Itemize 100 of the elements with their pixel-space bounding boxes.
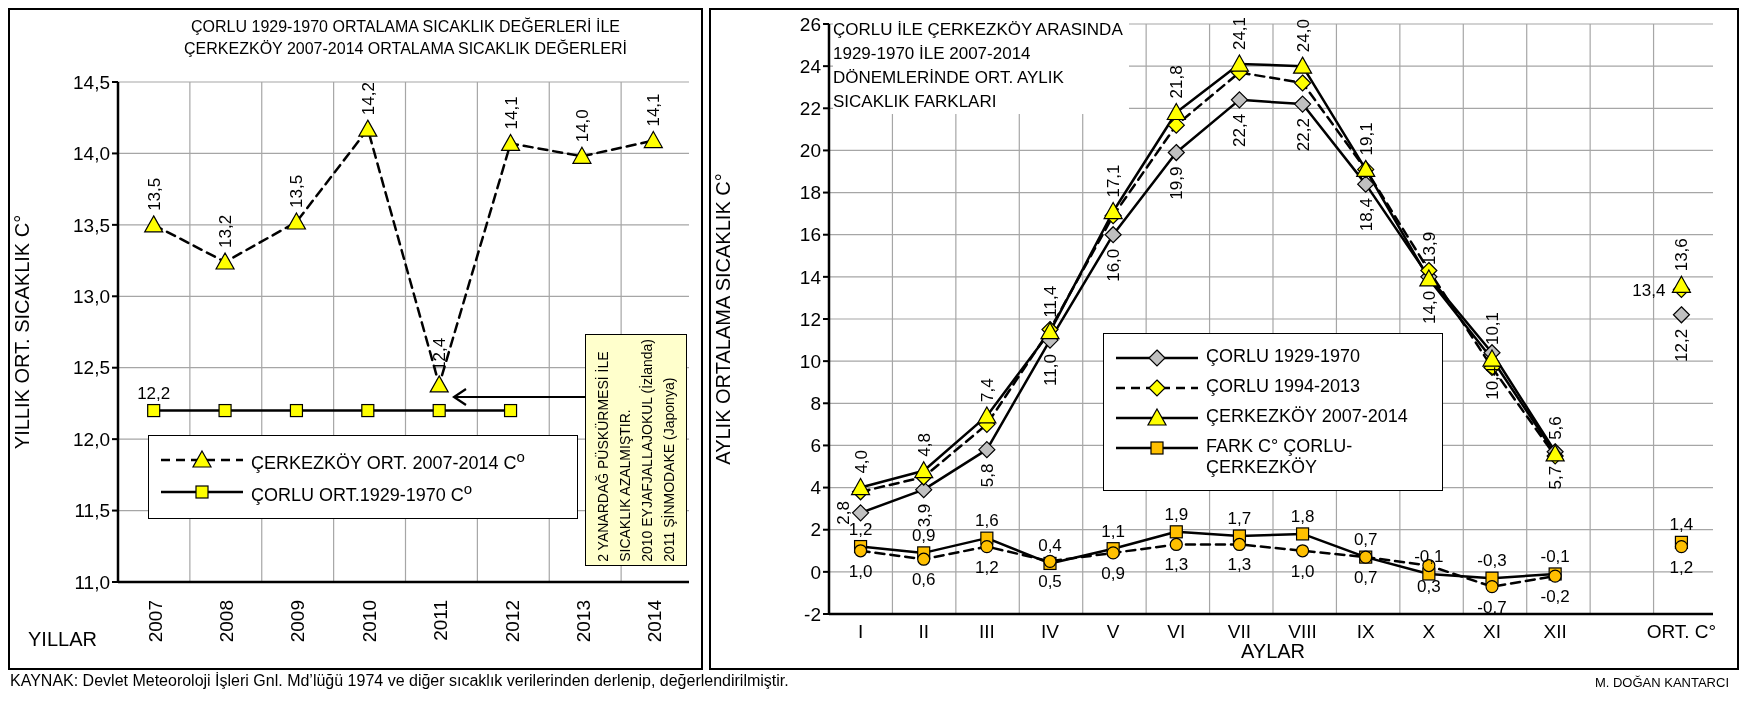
data-label: -0,3 [1477,551,1507,571]
y-axis-title: YILLIK ORT. SICAKLIK C° [11,214,34,450]
y-tick-label: 6 [810,435,821,457]
legend-label: ÇORLU 1994-2013 [1206,375,1361,397]
x-axis-title: AYLAR [1240,640,1306,662]
data-label: 13,2 [216,214,236,248]
y-tick-label: 12,5 [73,357,110,379]
data-label: 18,4 [1356,198,1376,232]
data-label: 1,3 [1164,555,1189,575]
y-tick-label: 16 [799,224,821,246]
y-tick-label: 12 [799,308,821,330]
data-label: 0,6 [911,570,936,590]
data-label: 24,0 [1293,19,1313,53]
data-label: 5,8 [977,463,997,488]
x-tick-label: ORT. C° [1646,621,1717,642]
data-label: 1,2 [848,519,873,539]
data-label: 21,8 [1167,65,1187,99]
text: M. DOĞAN KANTARCI [1594,675,1729,690]
x-tick-label: 2010 [358,600,380,643]
x-tick-label: 2013 [572,600,594,643]
y-tick-label: 8 [810,393,821,415]
data-label: 1,8 [1290,506,1315,526]
y-tick-label: 14 [799,266,822,288]
x-tick-label: III [978,621,995,642]
data-label: 22,2 [1293,118,1313,152]
data-label: 3,9 [914,503,934,528]
data-label: 10,1 [1483,311,1502,346]
data-label: 5,6 [1546,416,1566,440]
data-label: 17,1 [1104,164,1124,198]
data-label: 7,4 [977,378,997,402]
data-label: 12,2 [137,383,171,403]
data-label: 14,0 [572,109,592,143]
x-tick-label: 2012 [501,600,523,643]
data-label: 1,2 [975,557,999,577]
y-tick-label: 11,0 [74,571,110,593]
y-tick-label: 22 [799,98,821,120]
y-tick-label: 12,0 [73,428,110,450]
y-tick-label: 13,5 [73,214,110,236]
data-label: 1,2 [1669,557,1694,577]
data-label: 1,0 [1290,561,1315,581]
legend-label: FARK C° ÇORLU-ÇERKEZKÖY [1206,435,1354,478]
x-tick-label: 2011 [430,600,452,641]
x-tick-label: VII [1227,621,1252,642]
text: ÇORLU İLE ÇERKEZKÖY ARASINDA 1929-1970 İLE 2007-2014 DÖNEMLERİNDE ORT. AYLIK SICAKLIK FARKLARI [833,19,1123,113]
data-label: 14,2 [358,82,378,116]
data-label: 13,6 [1672,238,1692,272]
data-label: 0,9 [1101,563,1125,583]
x-tick-label: IV [1041,621,1060,642]
data-label: -0,1 [1540,546,1570,566]
y-tick-label: 0 [810,561,821,583]
data-label: 22,4 [1230,113,1250,147]
y-tick-label: 10 [799,350,821,372]
data-label: 19,9 [1167,166,1187,200]
data-label: 14,1 [644,93,664,127]
chart-title: ÇORLU 1929-1970 ORTALAMA SICAKLIK DEĞERLERİ İLE ÇERKEZKÖY 2007-2014 ORTALAMA SICAKLIK DEĞERLERİ [118,16,693,60]
data-label: 10,4 [1483,366,1502,400]
x-axis-title: YILLAR [28,628,97,651]
x-tick-label: I [857,621,864,642]
data-label: 13,5 [287,174,307,208]
legend-label: ÇORLU ORT.1929-1970 C$^{o}$ [251,479,473,506]
x-tick-label: 2007 [144,600,166,643]
x-tick-label: II [918,621,929,642]
data-label: 1,4 [1669,515,1694,535]
data-label: 24,1 [1230,16,1250,51]
data-label: 0,4 [1038,536,1062,556]
data-label: 12,2 [1672,328,1692,362]
data-label: 16,0 [1104,248,1124,282]
y-tick-label: 14,5 [73,71,110,93]
y-axis-title: AYLIK ORTALAMA SICAKLIK C° [712,173,735,465]
data-label: -0,2 [1540,587,1570,607]
data-label: -0,1 [1414,546,1444,566]
data-label: 1,1 [1101,521,1125,541]
data-label: 19,1 [1356,122,1376,156]
data-label: 13,4 [1632,280,1666,300]
data-label: 14,0 [1419,290,1439,324]
x-tick-label: VIII [1288,621,1317,642]
data-label: 0,5 [1038,572,1062,592]
y-tick-label: 26 [799,13,821,35]
x-tick-label: 2009 [287,600,309,643]
data-label: 13,9 [1419,231,1439,265]
data-label: 4,0 [851,449,871,474]
x-tick-label: IX [1356,621,1376,642]
x-tick-label: VI [1167,621,1186,642]
legend-label: ÇERKEZKÖY 2007-2014 [1206,405,1408,427]
legend-label: ÇERKEZKÖY ORT. 2007-2014 C$^{o}$ [251,447,525,474]
data-label: 1,6 [975,511,999,531]
data-label: 1,7 [1227,509,1252,529]
data-label: -0,7 [1477,597,1507,617]
y-tick-label: -2 [804,603,821,625]
data-label: 1,9 [1164,504,1189,524]
data-label: 0,7 [1353,568,1378,588]
x-tick-label: 2008 [216,600,238,643]
y-tick-label: 14,0 [73,143,110,165]
x-tick-label: V [1106,621,1120,642]
x-tick-label: XI [1483,621,1501,642]
y-tick-label: 4 [810,477,822,499]
y-tick-label: 20 [799,140,821,162]
x-tick-label: 2014 [644,599,666,643]
y-tick-label: 13,0 [73,286,110,308]
y-tick-label: 24 [799,55,822,77]
